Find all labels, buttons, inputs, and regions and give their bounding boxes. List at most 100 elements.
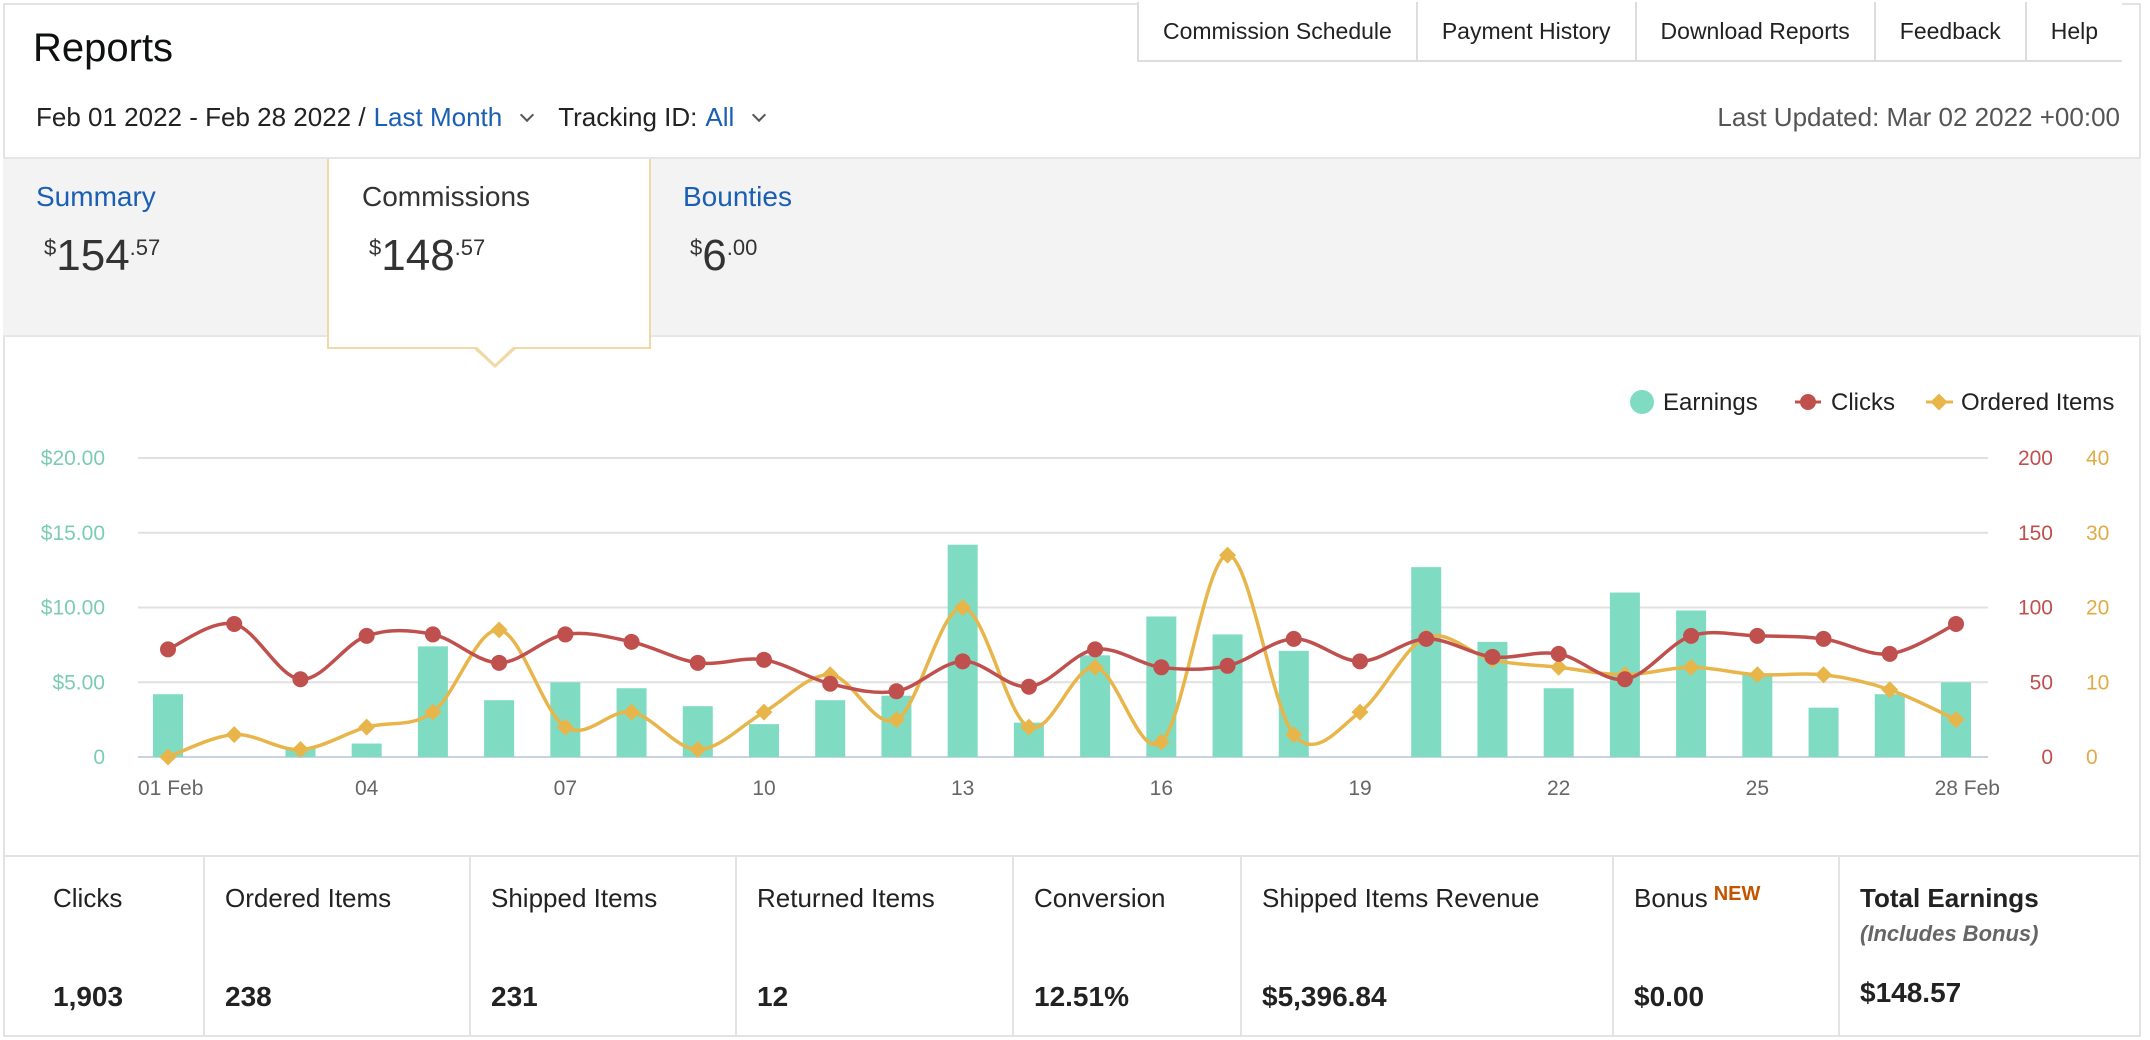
earnings-bar	[351, 743, 382, 757]
stat-label: Shipped Items	[491, 883, 658, 913]
payment-history-button[interactable]: Payment History	[1417, 2, 1637, 60]
tracking-id-label: Tracking ID:	[558, 102, 698, 132]
y-left-tick-label: $15.00	[41, 522, 105, 545]
stat-label: Bonus NEW	[1634, 883, 1760, 914]
clicks-point	[623, 633, 640, 650]
clicks-point	[1815, 630, 1832, 647]
stat-value: $5,396.84	[1262, 981, 1387, 1012]
ordered-items-point	[1152, 733, 1170, 751]
ordered-items-point	[490, 621, 508, 639]
clicks-point	[1020, 678, 1037, 695]
chevron-down-icon[interactable]	[752, 107, 767, 122]
commission-schedule-button[interactable]: Commission Schedule	[1139, 2, 1418, 60]
stat-shipped-revenue: Shipped Items Revenue $5,396.84	[1242, 857, 1614, 1037]
stat-value: 238	[225, 981, 272, 1012]
amount-cents: .57	[129, 235, 161, 260]
help-button[interactable]: Help	[2026, 2, 2123, 60]
tab-commissions-label[interactable]: Commissions	[362, 181, 531, 212]
legend-earnings-marker	[1630, 390, 1654, 414]
legend-clicks-marker	[1800, 394, 1816, 410]
clicks-point	[226, 615, 243, 632]
stat-value: $148.57	[1860, 977, 1962, 1008]
date-preset-dropdown[interactable]: Last Month	[373, 102, 503, 132]
tab-commissions[interactable]: Commissions $148.57	[327, 159, 651, 368]
clicks-point	[1087, 641, 1104, 658]
legend-earnings-label: Earnings	[1663, 389, 1758, 416]
currency-symbol: $	[369, 235, 382, 260]
chevron-down-icon[interactable]	[520, 107, 535, 122]
chart-svg: 0 $5.00 $10.00 $15.00 $20.00 0 50 100 150 200 0 10 2…	[41, 389, 2115, 800]
ordered-items-point	[1947, 711, 1965, 729]
clicks-point	[1484, 648, 1501, 665]
ordered-items-point	[1086, 658, 1104, 676]
tab-bounties-label[interactable]: Bounties	[683, 181, 792, 212]
tab-summary-label[interactable]: Summary	[36, 181, 156, 212]
amount-cents: .00	[726, 235, 758, 260]
feedback-button[interactable]: Feedback	[1875, 2, 2027, 60]
clicks-point	[1153, 659, 1170, 676]
filter-row: Feb 01 2022 - Feb 28 2022 / Last Month T…	[36, 102, 782, 133]
new-badge: NEW	[1713, 883, 1761, 905]
stat-conversion: Conversion 12.51%	[1014, 857, 1242, 1037]
clicks-point	[1749, 627, 1766, 644]
clicks-point	[557, 626, 574, 643]
ordered-items-point	[291, 741, 309, 759]
ordered-items-point	[954, 599, 972, 616]
clicks-point	[822, 675, 839, 692]
x-tick-label: 19	[1348, 777, 1371, 800]
ordered-items-point	[358, 718, 376, 736]
stats-bar: Clicks 1,903 Ordered Items 238 Shipped I…	[3, 855, 2141, 1037]
tab-summary[interactable]: Summary $154.57	[36, 159, 316, 339]
download-reports-button[interactable]: Download Reports	[1636, 2, 1876, 60]
earnings-bar	[947, 544, 978, 757]
clicks-point	[1352, 653, 1368, 670]
earnings-bar	[1411, 567, 1442, 757]
clicks-line	[167, 621, 1957, 695]
earnings-bar	[749, 724, 779, 757]
earnings-bar	[153, 694, 183, 757]
tab-bounties[interactable]: Bounties $6.00	[683, 159, 963, 339]
earnings-bar	[484, 700, 515, 757]
y-right-items-tick-label: 10	[2086, 671, 2109, 694]
y-left-tick-label: 0	[93, 746, 105, 769]
clicks-point	[1219, 657, 1236, 674]
stat-label: Shipped Items Revenue	[1262, 883, 1540, 913]
earnings-bar	[815, 700, 846, 757]
ordered-items-point	[424, 703, 442, 721]
x-tick-label: 07	[554, 777, 577, 800]
stat-bonus: Bonus NEW $0.00	[1614, 857, 1840, 1037]
clicks-point	[292, 671, 309, 688]
ordered-items-point	[689, 741, 707, 759]
stat-value: 1,903	[53, 981, 124, 1012]
clicks-point	[1285, 630, 1302, 647]
stat-value: 12.51%	[1034, 981, 1129, 1012]
clicks-point	[1948, 615, 1964, 632]
legend-items-marker	[1930, 393, 1948, 411]
stat-returned-items: Returned Items 12	[737, 857, 1014, 1037]
legend-clicks-label: Clicks	[1831, 389, 1895, 416]
x-tick-label: 10	[752, 777, 775, 800]
clicks-point	[1683, 627, 1700, 644]
x-tick-label: 04	[355, 777, 379, 800]
stat-value: $0.00	[1634, 981, 1705, 1012]
stat-ordered-items: Ordered Items 238	[205, 857, 471, 1037]
clicks-point	[358, 627, 375, 644]
ordered-items-point	[1285, 726, 1303, 744]
amount-dollars: 6	[702, 231, 727, 280]
stat-label: Ordered Items	[225, 883, 392, 913]
tracking-id-dropdown[interactable]: All	[705, 102, 735, 132]
legend-items-label: Ordered Items	[1961, 389, 2114, 416]
tab-summary-amount: $154.57	[44, 231, 160, 281]
clicks-point	[954, 653, 971, 670]
ordered-items-point	[159, 748, 177, 766]
ordered-items-point	[1682, 658, 1700, 676]
clicks-point	[424, 626, 441, 643]
x-tick-label: 28 Feb	[1935, 777, 2000, 800]
x-tick-label: 22	[1547, 777, 1570, 800]
amount-cents: .57	[454, 235, 486, 260]
ordered-items-point	[887, 711, 905, 729]
clicks-point	[1550, 645, 1567, 662]
y-left-tick-label: $10.00	[41, 597, 105, 620]
ordered-items-point	[1550, 658, 1568, 676]
tab-commissions-amount: $148.57	[369, 231, 485, 281]
